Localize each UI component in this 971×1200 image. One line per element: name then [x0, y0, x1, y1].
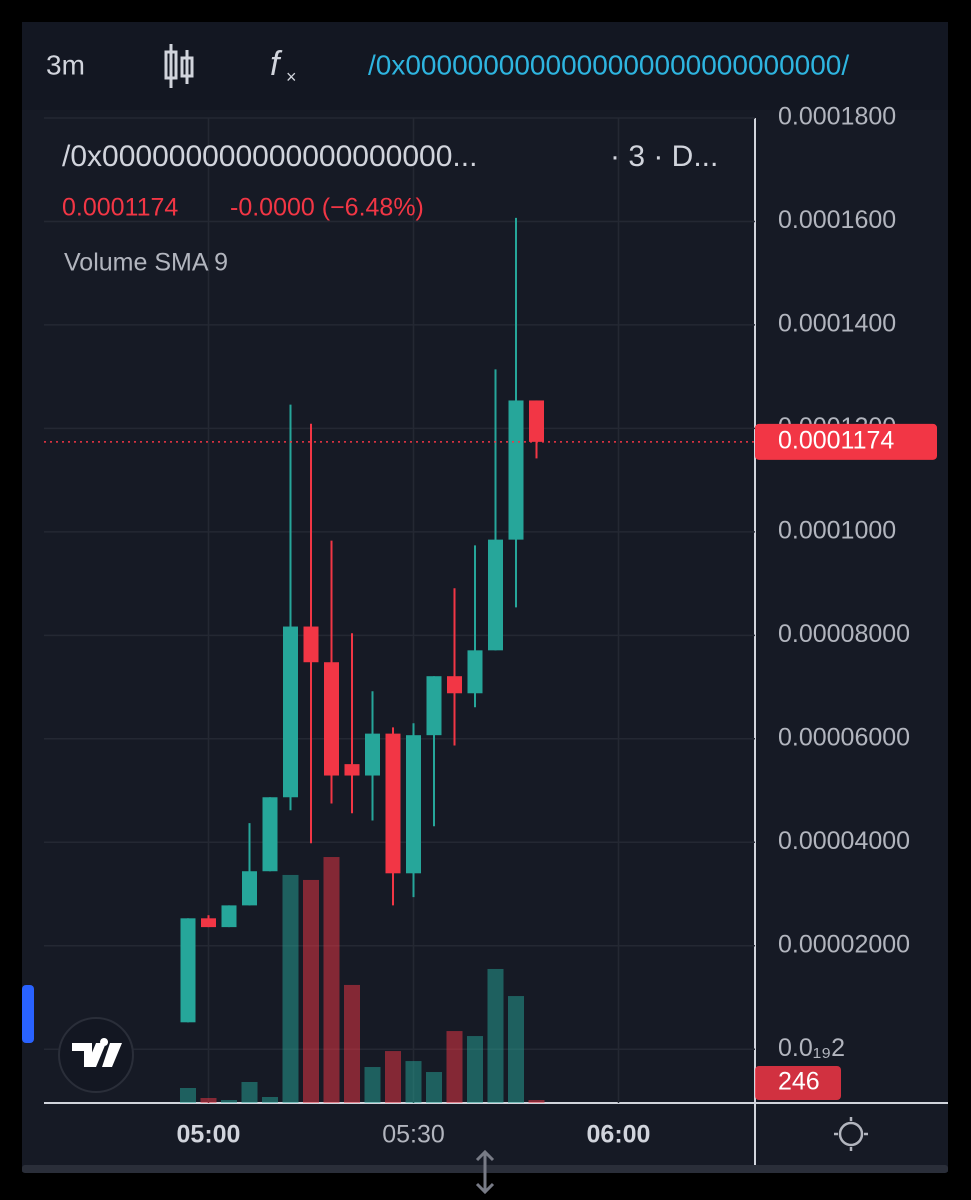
volume-bar	[364, 1067, 381, 1103]
volume-bar	[303, 879, 319, 1103]
volume-bar	[446, 1031, 463, 1103]
volume-bar	[487, 968, 504, 1103]
candle-icon[interactable]	[164, 44, 194, 88]
candle-body	[283, 626, 298, 798]
interval[interactable]: 3m	[46, 49, 85, 80]
volume-bar	[344, 984, 360, 1103]
legend-price: 0.0001174	[62, 194, 178, 222]
last-price-tag	[755, 423, 937, 460]
x-tick-label: 06:00	[587, 1121, 651, 1149]
last-price-label: 0.0001174	[778, 426, 894, 454]
volume-bar	[467, 1036, 483, 1103]
legend-suffix: · 3 · D...	[610, 140, 718, 173]
volume-tag	[755, 1066, 841, 1100]
volume-bar	[241, 1082, 258, 1103]
candle-body	[488, 539, 503, 651]
y-tick-label: 0.0001400	[778, 310, 896, 338]
candle-body	[426, 676, 442, 736]
volume-bar	[323, 857, 340, 1103]
panel	[22, 22, 948, 1172]
candle-body	[447, 676, 462, 694]
y-tick-label: 0.0001600	[778, 206, 896, 234]
y-tick-label: 0.0₁₉2	[778, 1034, 845, 1062]
legend-symbol: /0x000000000000000000000...	[62, 140, 477, 173]
volume-bar	[200, 1098, 217, 1103]
volume-label: 246	[778, 1068, 820, 1096]
symbol[interactable]: /0x0000000000000000000000000000/	[368, 49, 849, 80]
volume-bar	[426, 1072, 442, 1103]
y-tick-label: 0.00004000	[778, 827, 910, 855]
candle-body	[529, 400, 544, 442]
legend-indicator: Volume SMA 9	[64, 249, 228, 277]
candle-body	[344, 764, 360, 776]
candle-body	[180, 918, 196, 1023]
candle-body	[324, 662, 339, 776]
candle-body	[262, 797, 278, 872]
candle-body	[365, 733, 380, 776]
candle-body	[467, 650, 483, 694]
candle-body	[406, 735, 421, 874]
side-tab[interactable]	[22, 985, 34, 1043]
resize-handle[interactable]	[475, 1149, 495, 1195]
x-tick-label: 05:30	[382, 1121, 445, 1149]
volume-bar	[221, 1100, 237, 1103]
candle-body	[508, 400, 524, 540]
volume-bar	[508, 996, 524, 1103]
logo-mark	[72, 1038, 122, 1067]
volume-bar	[528, 1100, 545, 1103]
y-tick-label: 0.00008000	[778, 620, 910, 648]
y-tick-label: 0.00002000	[778, 930, 910, 958]
candle-body	[242, 871, 257, 906]
x-tick-label: 05:00	[177, 1121, 241, 1149]
labels: 0.00018000.00016000.00014000.00012000.00…	[177, 103, 937, 1149]
candle-body	[303, 626, 319, 663]
indicators-icon-x[interactable]: ×	[286, 67, 297, 87]
volume-bar	[385, 1051, 401, 1103]
candle-body	[221, 905, 237, 928]
candle-body	[201, 918, 216, 928]
y-tick-label: 0.0001800	[778, 103, 896, 131]
legend-change: -0.0000 (−6.48%)	[230, 194, 424, 222]
plot	[44, 217, 755, 1103]
y-tick-label: 0.00006000	[778, 723, 910, 751]
volume-bar	[180, 1088, 196, 1103]
volume-bar	[262, 1097, 278, 1103]
y-tick-label: 0.0001000	[778, 516, 896, 544]
volume-bar	[282, 874, 299, 1103]
candle-body	[385, 733, 401, 874]
volume-bar	[405, 1061, 422, 1103]
settings-icon[interactable]	[834, 1117, 868, 1151]
